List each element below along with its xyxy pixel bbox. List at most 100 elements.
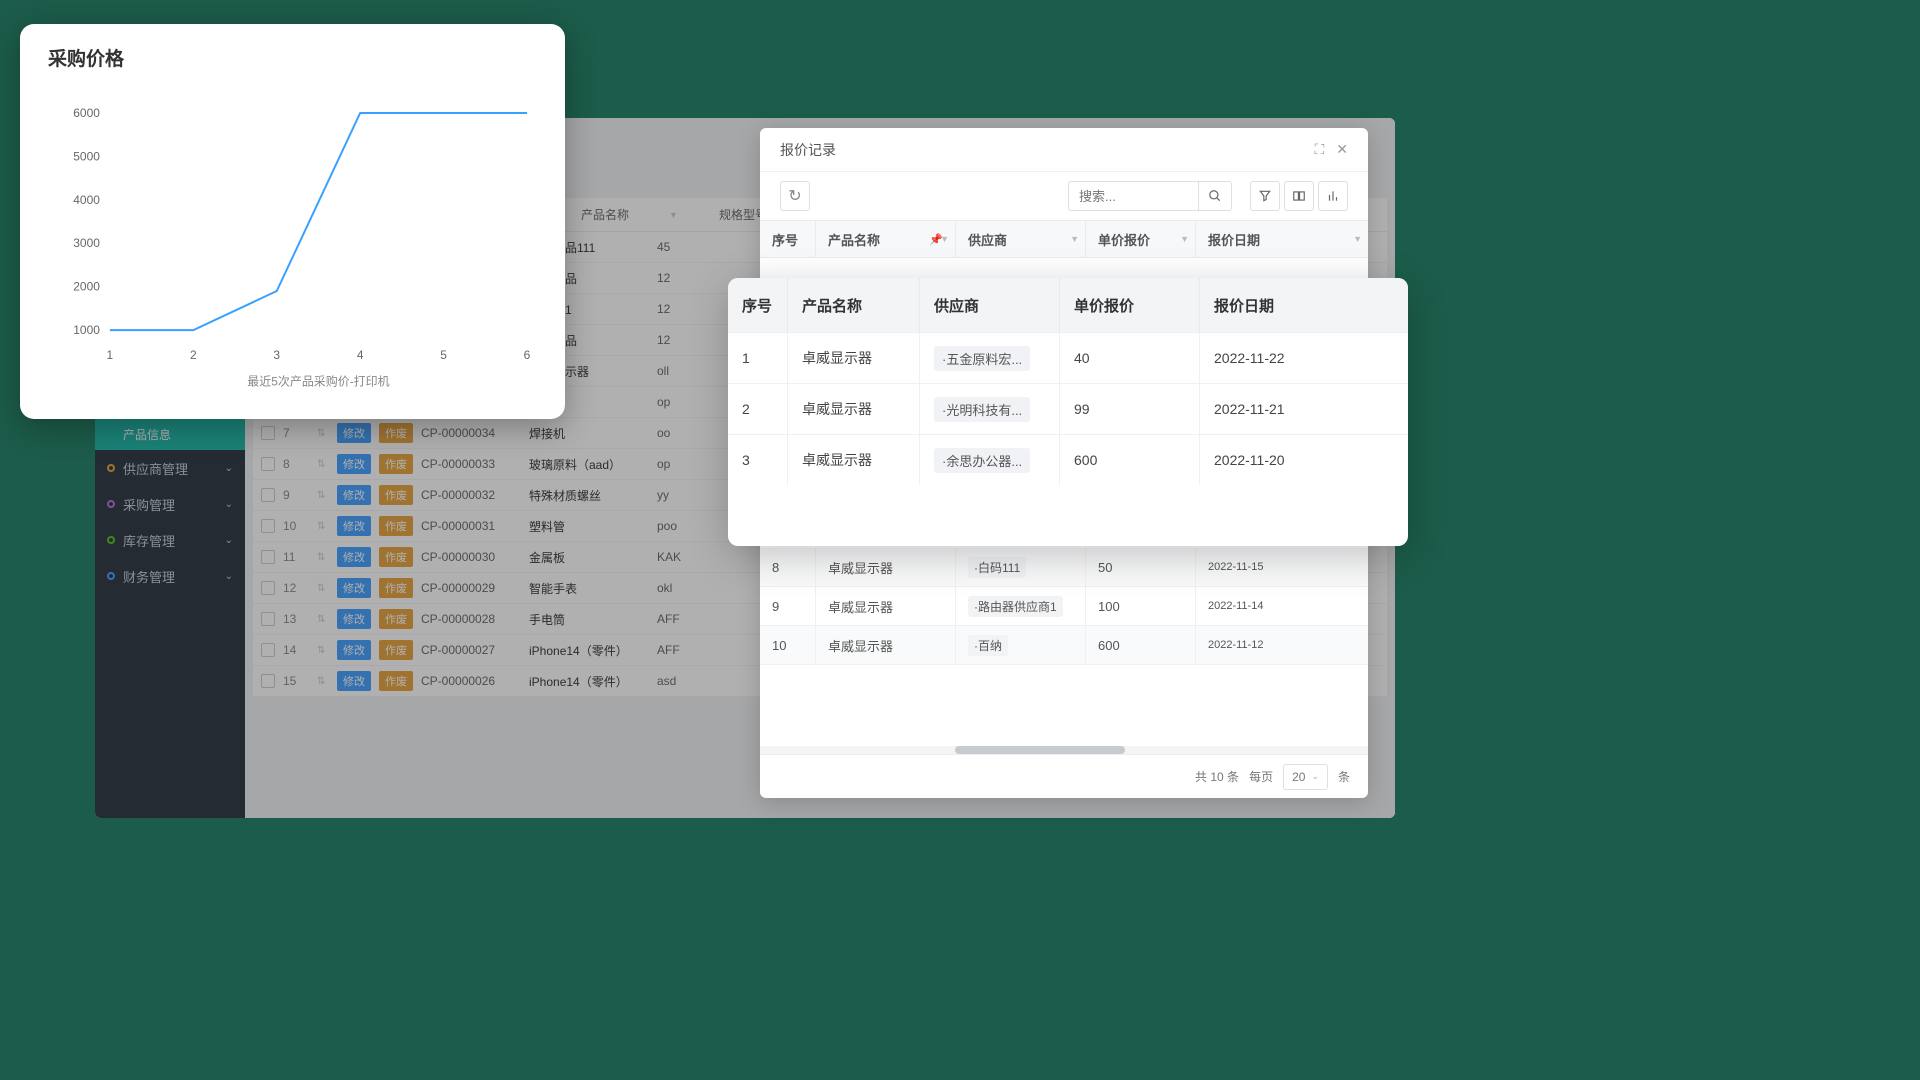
product-spec: oo xyxy=(657,426,707,440)
checkbox[interactable] xyxy=(261,612,275,626)
price-chart-card: 采购价格 100020003000400050006000123456最近5次产… xyxy=(20,24,565,419)
edit-button[interactable]: 修改 xyxy=(337,423,371,443)
search-button[interactable] xyxy=(1198,181,1232,211)
cell-supplier: ·五金原料宏... xyxy=(920,332,1060,383)
edit-button[interactable]: 修改 xyxy=(337,609,371,629)
col-supplier[interactable]: 供应商▼ xyxy=(956,221,1086,257)
edit-button[interactable]: 修改 xyxy=(337,640,371,660)
sidebar-item-supplier[interactable]: 供应商管理 ⌄ xyxy=(95,450,245,486)
close-icon[interactable]: ✕ xyxy=(1336,141,1348,158)
product-name: 特殊材质螺丝 xyxy=(529,487,649,504)
per-page-label: 每页 xyxy=(1249,768,1273,785)
product-code: CP-00000033 xyxy=(421,457,521,471)
horizontal-scrollbar[interactable] xyxy=(760,746,1368,754)
cell-seq: 3 xyxy=(728,434,788,485)
product-spec: op xyxy=(657,457,707,471)
filter-icon xyxy=(1258,189,1272,203)
cell-supplier: ·余思办公器... xyxy=(920,434,1060,485)
edit-button[interactable]: 修改 xyxy=(337,671,371,691)
sort-icon: ⇅ xyxy=(317,459,329,470)
search-icon xyxy=(1208,189,1222,203)
checkbox[interactable] xyxy=(261,674,275,688)
void-button[interactable]: 作废 xyxy=(379,485,413,505)
void-button[interactable]: 作废 xyxy=(379,640,413,660)
product-spec: op xyxy=(657,395,707,409)
product-code: CP-00000031 xyxy=(421,519,521,533)
product-spec: 12 xyxy=(657,333,707,347)
sidebar-item-product-info[interactable]: 产品信息 xyxy=(95,418,245,450)
scroll-thumb[interactable] xyxy=(955,746,1125,754)
cell-name: 卓威显示器 xyxy=(788,383,920,434)
row-number: 8 xyxy=(283,457,309,471)
cell-supplier: ·路由器供应商1 xyxy=(956,587,1086,626)
void-button[interactable]: 作废 xyxy=(379,609,413,629)
product-spec: AFF xyxy=(657,643,707,657)
col-date[interactable]: 报价日期▼ xyxy=(1196,221,1368,257)
table-row[interactable]: 3 卓威显示器 ·余思办公器... 600 2022-11-20 xyxy=(728,434,1408,485)
product-spec: 45 xyxy=(657,240,707,254)
table-row[interactable]: 2 卓威显示器 ·光明科技有... 99 2022-11-21 xyxy=(728,383,1408,434)
edit-button[interactable]: 修改 xyxy=(337,485,371,505)
sidebar-item-finance[interactable]: 财务管理 ⌄ xyxy=(95,558,245,594)
sidebar-item-label: 财务管理 xyxy=(123,567,175,586)
void-button[interactable]: 作废 xyxy=(379,454,413,474)
sidebar-item-purchase[interactable]: 采购管理 ⌄ xyxy=(95,486,245,522)
col-seq[interactable]: 序号 xyxy=(760,221,816,257)
modal-header: 报价记录 ⛶ ✕ xyxy=(760,128,1368,172)
table-row[interactable]: 8 卓威显示器 ·白码111 50 2022-11-15 xyxy=(760,548,1368,587)
void-button[interactable]: 作废 xyxy=(379,516,413,536)
cell-date: 2022-11-15 xyxy=(1196,548,1368,587)
chart-button[interactable] xyxy=(1318,181,1348,211)
col-price[interactable]: 单价报价▼ xyxy=(1086,221,1196,257)
refresh-button[interactable]: ↻ xyxy=(780,181,810,211)
svg-text:2: 2 xyxy=(190,348,197,362)
checkbox[interactable] xyxy=(261,426,275,440)
sort-icon: ⇅ xyxy=(317,490,329,501)
svg-text:5: 5 xyxy=(440,348,447,362)
sidebar-item-inventory[interactable]: 库存管理 ⌄ xyxy=(95,522,245,558)
expand-icon[interactable]: ⛶ xyxy=(1314,141,1324,158)
popup-header: 序号 产品名称 供应商 单价报价 报价日期 xyxy=(728,278,1408,332)
columns-button[interactable] xyxy=(1284,181,1314,211)
checkbox[interactable] xyxy=(261,550,275,564)
cell-name: 卓威显示器 xyxy=(788,434,920,485)
void-button[interactable]: 作废 xyxy=(379,671,413,691)
checkbox[interactable] xyxy=(261,519,275,533)
void-button[interactable]: 作废 xyxy=(379,547,413,567)
row-number: 15 xyxy=(283,674,309,688)
filter-button[interactable] xyxy=(1250,181,1280,211)
product-spec: okl xyxy=(657,581,707,595)
product-name: 智能手表 xyxy=(529,580,649,597)
table-row[interactable]: 1 卓威显示器 ·五金原料宏... 40 2022-11-22 xyxy=(728,332,1408,383)
unit-label: 条 xyxy=(1338,768,1350,785)
col-date: 报价日期 xyxy=(1200,278,1408,332)
col-name[interactable]: 产品名称📌▼ xyxy=(816,221,956,257)
cell-name: 卓威显示器 xyxy=(816,548,956,587)
product-code: CP-00000034 xyxy=(421,426,521,440)
cell-seq: 1 xyxy=(728,332,788,383)
void-button[interactable]: 作废 xyxy=(379,578,413,598)
search-box xyxy=(1068,181,1232,211)
product-name: 焊接机 xyxy=(529,425,649,442)
col-supplier: 供应商 xyxy=(920,278,1060,332)
checkbox[interactable] xyxy=(261,488,275,502)
edit-button[interactable]: 修改 xyxy=(337,454,371,474)
sort-icon: ⇅ xyxy=(317,552,329,563)
product-spec: 12 xyxy=(657,271,707,285)
checkbox[interactable] xyxy=(261,581,275,595)
page-size-select[interactable]: 20 ⌄ xyxy=(1283,764,1328,790)
search-input[interactable] xyxy=(1068,181,1198,211)
row-number: 9 xyxy=(283,488,309,502)
edit-button[interactable]: 修改 xyxy=(337,547,371,567)
product-name: 塑料管 xyxy=(529,518,649,535)
table-row[interactable]: 10 卓威显示器 ·百纳 600 2022-11-12 xyxy=(760,626,1368,665)
table-row[interactable]: 9 卓威显示器 ·路由器供应商1 100 2022-11-14 xyxy=(760,587,1368,626)
checkbox[interactable] xyxy=(261,643,275,657)
void-button[interactable]: 作废 xyxy=(379,423,413,443)
sort-icon: ⇅ xyxy=(317,645,329,656)
edit-button[interactable]: 修改 xyxy=(337,578,371,598)
row-number: 13 xyxy=(283,612,309,626)
edit-button[interactable]: 修改 xyxy=(337,516,371,536)
checkbox[interactable] xyxy=(261,457,275,471)
svg-text:4: 4 xyxy=(357,348,364,362)
